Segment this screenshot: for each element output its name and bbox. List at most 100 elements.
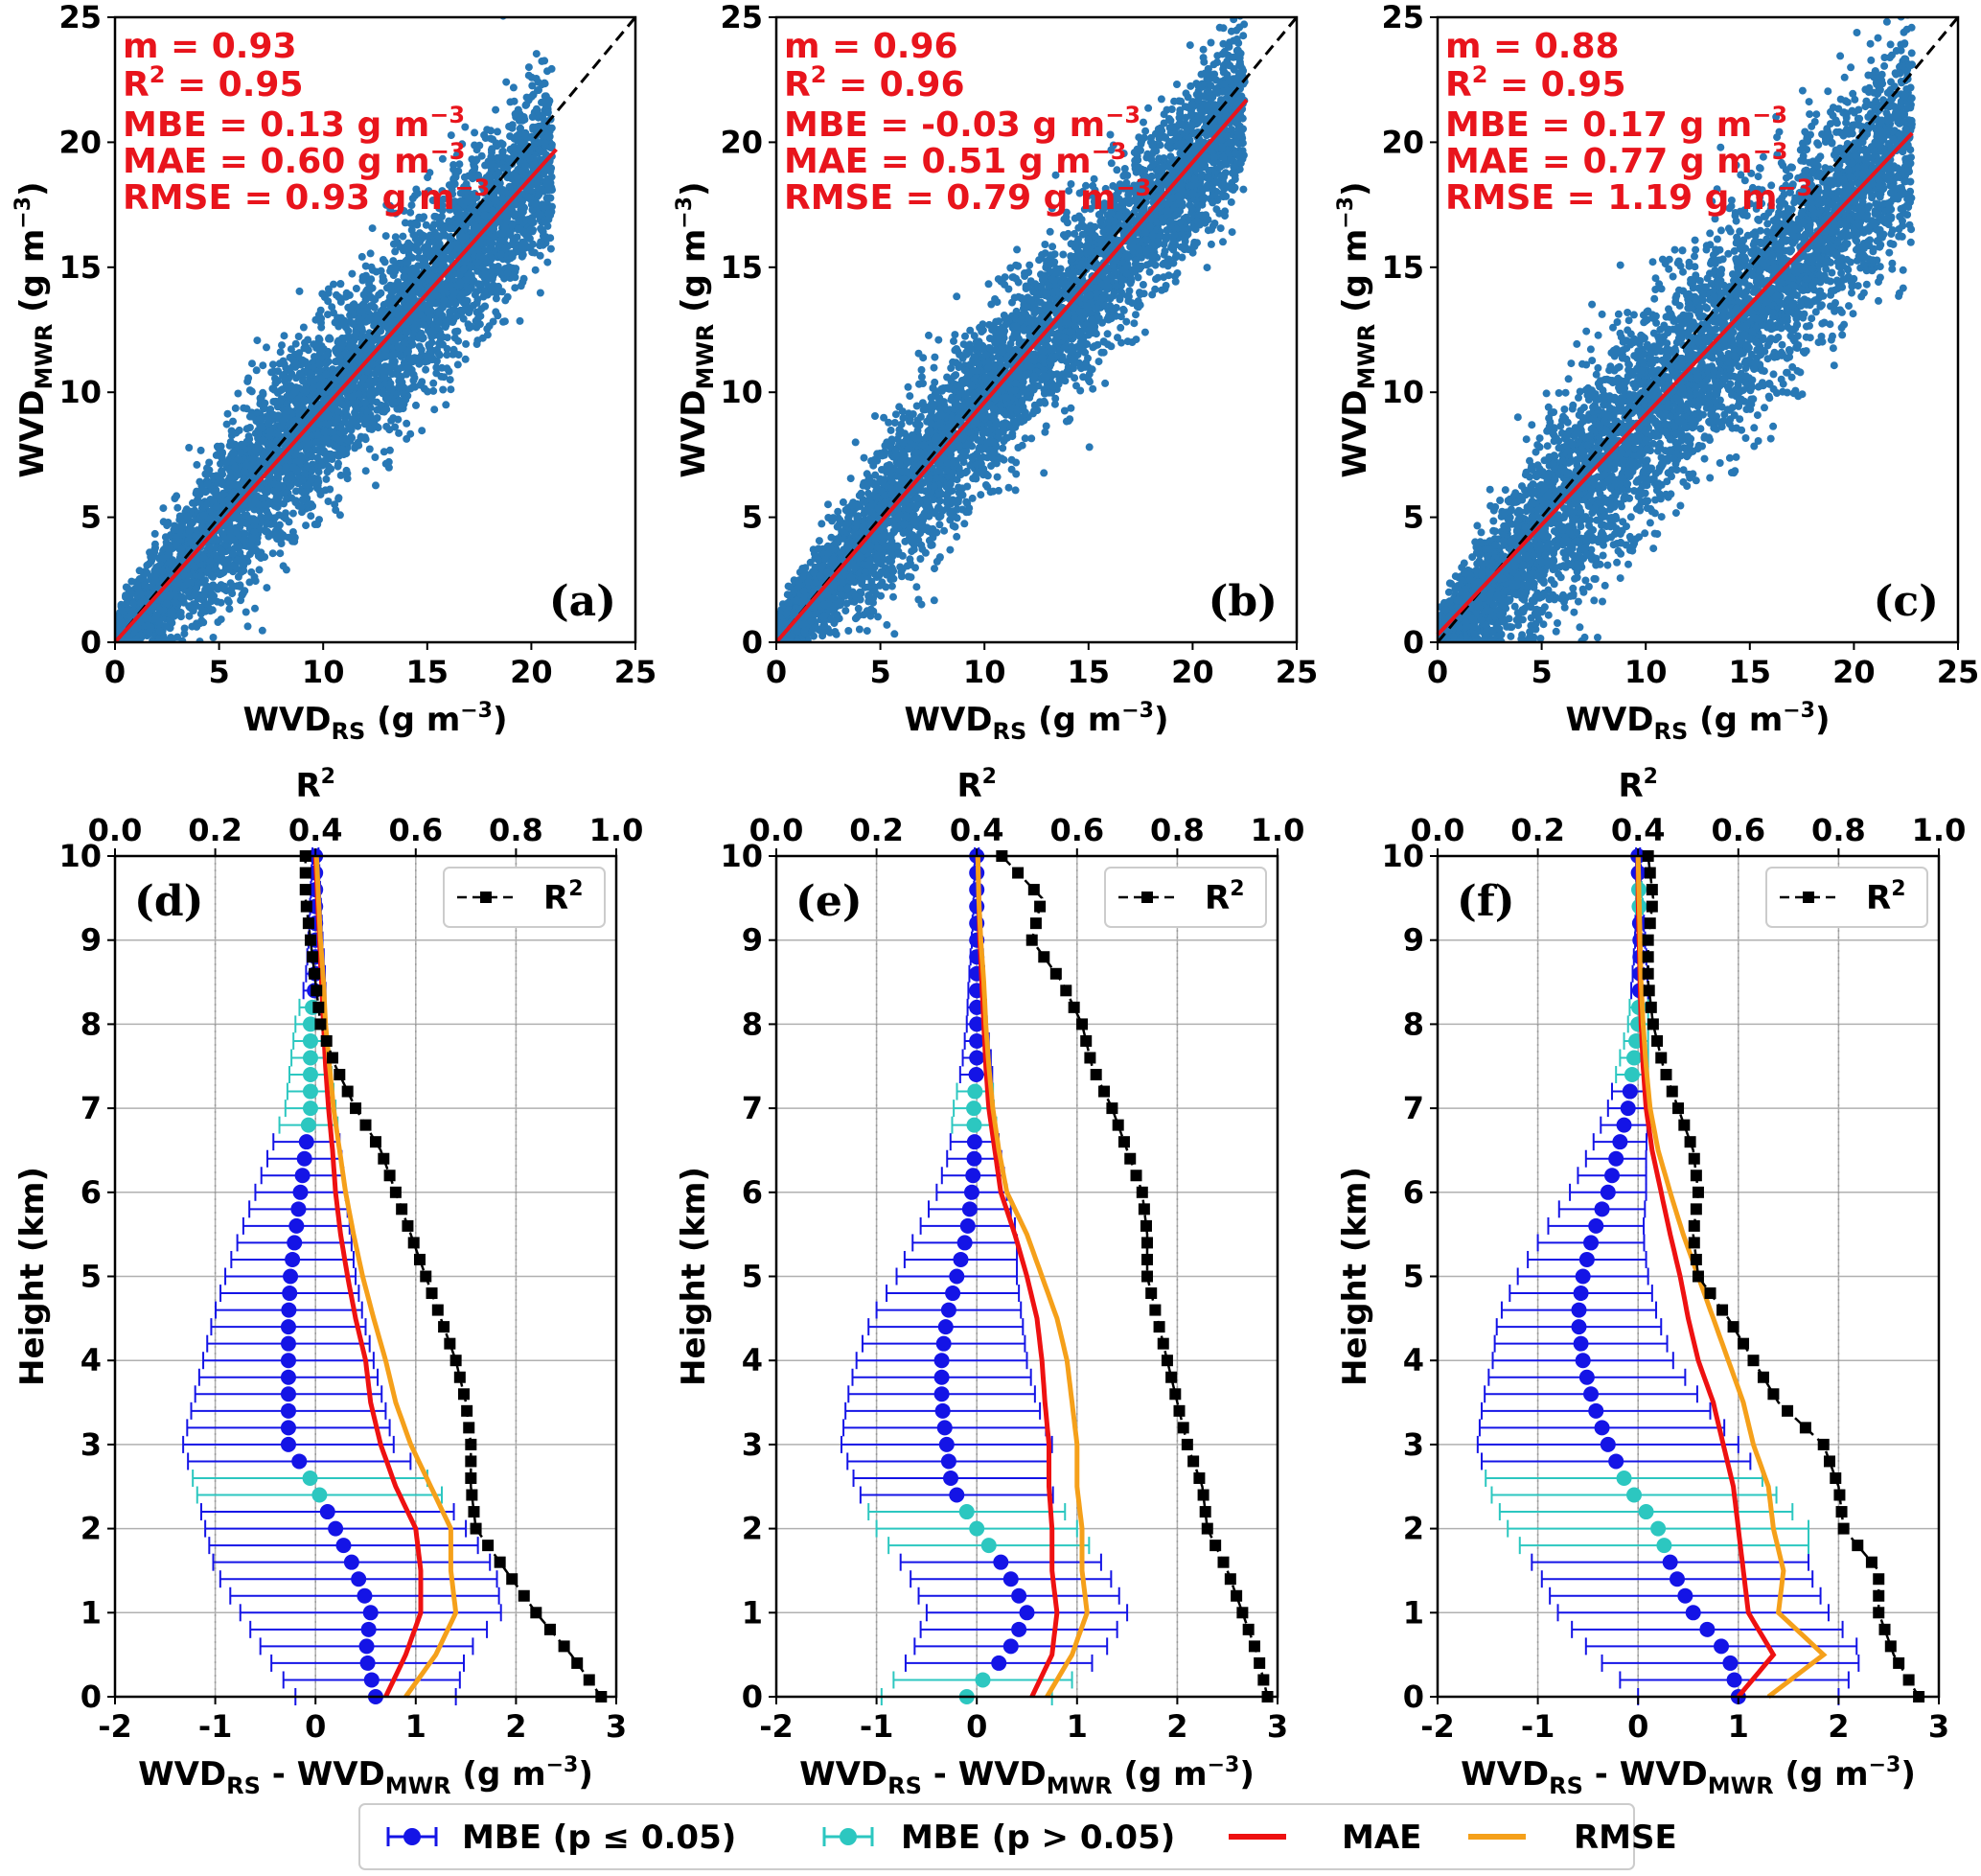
scatter-point bbox=[473, 280, 482, 289]
scatter-point bbox=[429, 379, 438, 387]
scatter-point bbox=[255, 566, 264, 574]
scatter-point bbox=[439, 303, 447, 312]
scatter-point bbox=[535, 210, 543, 219]
scatter-point bbox=[253, 336, 262, 345]
scatter-point bbox=[205, 458, 214, 467]
scatter-point bbox=[473, 336, 482, 345]
scatter-point bbox=[503, 268, 512, 277]
scatter-point bbox=[412, 401, 420, 409]
scatter-point bbox=[472, 155, 481, 164]
scatter-point bbox=[422, 220, 430, 229]
scatter-point bbox=[456, 279, 465, 287]
scatter-point bbox=[265, 512, 273, 521]
scatter-point bbox=[322, 359, 331, 368]
scatter-point bbox=[367, 387, 376, 396]
scatter-point bbox=[509, 83, 518, 92]
scatter-point bbox=[510, 97, 518, 105]
scatter-point bbox=[248, 359, 256, 368]
scatter-point bbox=[502, 78, 511, 86]
scatter-point bbox=[399, 232, 407, 241]
scatter-point bbox=[471, 165, 478, 174]
scatter-point bbox=[122, 591, 129, 600]
scatter-point bbox=[511, 273, 519, 282]
scatter-point bbox=[380, 258, 389, 266]
scatter-point bbox=[457, 306, 465, 314]
scatter-point bbox=[263, 485, 271, 494]
scatter-point bbox=[178, 521, 186, 529]
scatter-point bbox=[394, 343, 403, 351]
scatter-point bbox=[201, 470, 210, 478]
scatter-point bbox=[178, 637, 187, 642]
scatter-point bbox=[269, 367, 278, 376]
scatter-point bbox=[320, 428, 329, 436]
scatter-point bbox=[422, 365, 430, 374]
scatter-point bbox=[429, 386, 438, 395]
scatter-point bbox=[275, 511, 284, 520]
scatter-point bbox=[365, 425, 374, 433]
scatter-point bbox=[279, 562, 288, 570]
scatter-point bbox=[288, 528, 297, 536]
scatter-point bbox=[462, 297, 471, 306]
scatter-point bbox=[334, 459, 342, 468]
scatter-point bbox=[500, 317, 509, 326]
scatter-point bbox=[376, 382, 384, 390]
scatter-point bbox=[172, 598, 180, 607]
scatter-point bbox=[172, 533, 180, 542]
scatter-point bbox=[361, 262, 370, 270]
scatter-point bbox=[366, 249, 375, 258]
scatter-point bbox=[461, 355, 470, 363]
scatter-point bbox=[528, 113, 537, 121]
scatter-point bbox=[193, 460, 201, 469]
scatter-point bbox=[226, 473, 235, 481]
scatter-point bbox=[352, 285, 360, 292]
scatter-point bbox=[443, 351, 451, 359]
scatter-point bbox=[498, 140, 507, 149]
scatter-point bbox=[332, 506, 340, 515]
scatter-point bbox=[534, 86, 541, 95]
scatter-point bbox=[299, 377, 307, 385]
scatter-point bbox=[199, 511, 208, 520]
scatter-point bbox=[177, 592, 186, 601]
scatter-point bbox=[485, 322, 494, 331]
scatter-point bbox=[445, 367, 453, 376]
scatter-point bbox=[385, 446, 394, 454]
scatter-point bbox=[173, 503, 182, 512]
scatter-point bbox=[518, 244, 527, 253]
scatter-point bbox=[460, 173, 469, 181]
scatter-point bbox=[285, 420, 293, 428]
scatter-point bbox=[283, 400, 291, 407]
scatter-point bbox=[307, 370, 315, 379]
scatter-point bbox=[454, 336, 463, 345]
scatter-point bbox=[515, 217, 523, 225]
scatter-point bbox=[213, 536, 221, 544]
scatter-point bbox=[334, 415, 342, 423]
scatter-point bbox=[358, 276, 367, 285]
scatter-point bbox=[482, 279, 491, 288]
scatter-point bbox=[159, 504, 168, 513]
scatter-point bbox=[536, 289, 544, 297]
scatter-point bbox=[439, 385, 448, 394]
scatter-point bbox=[242, 608, 250, 616]
scatter-point bbox=[283, 495, 290, 503]
scatter-point bbox=[185, 526, 194, 535]
scatter-point bbox=[336, 280, 345, 289]
scatter-point bbox=[259, 388, 267, 397]
scatter-point bbox=[232, 480, 241, 489]
scatter-point bbox=[202, 600, 211, 609]
scatter-point bbox=[372, 481, 380, 490]
scatter-point bbox=[268, 549, 277, 558]
scatter-point bbox=[538, 57, 546, 65]
scatter-point bbox=[488, 206, 496, 215]
scatter-point bbox=[331, 500, 339, 509]
scatter-point bbox=[261, 450, 268, 458]
scatter-point bbox=[302, 521, 311, 530]
scatter-point bbox=[403, 258, 412, 266]
scatter-point bbox=[344, 327, 353, 336]
scatter-point bbox=[273, 535, 282, 544]
scatter-point bbox=[309, 383, 317, 392]
scatter-point bbox=[462, 339, 471, 348]
scatter-point bbox=[237, 567, 245, 576]
scatter-point bbox=[528, 81, 537, 90]
scatter-point bbox=[193, 622, 201, 631]
scatter-point bbox=[248, 454, 257, 463]
